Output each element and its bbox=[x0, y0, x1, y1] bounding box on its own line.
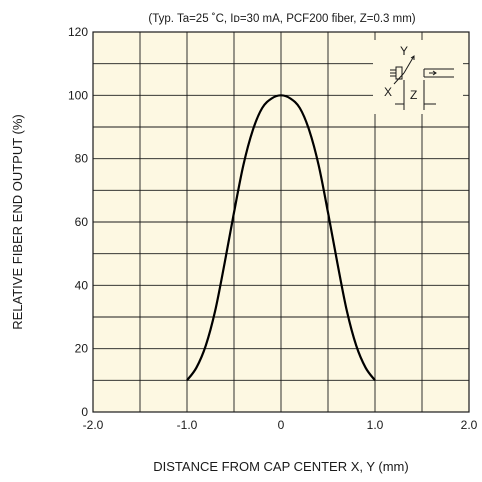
y-tick-label: 40 bbox=[75, 278, 89, 292]
measurement-setup-diagram: Y X Z bbox=[373, 40, 463, 114]
emitter-housing-icon bbox=[390, 66, 403, 80]
series-lines bbox=[186, 94, 376, 382]
output-curve bbox=[186, 94, 376, 382]
y-tick-label: 100 bbox=[68, 88, 88, 102]
fiber-icon bbox=[423, 68, 454, 78]
x-axis-label: DISTANCE FROM CAP CENTER X, Y (mm) bbox=[153, 459, 408, 474]
inset-label-x: X bbox=[384, 85, 392, 99]
x-tick-labels: -2.0 -1.0 0 1.0 2.0 bbox=[83, 418, 478, 432]
x-tick-label: -1.0 bbox=[177, 418, 198, 432]
grid bbox=[93, 32, 469, 412]
x-tick-label: 2.0 bbox=[461, 418, 478, 432]
y-tick-label: 120 bbox=[68, 25, 88, 39]
x-axis-arrow-icon bbox=[393, 72, 405, 85]
y-tick-label: 20 bbox=[75, 342, 89, 356]
z-dimension-icon bbox=[395, 80, 436, 110]
x-tick-label: 0 bbox=[278, 418, 285, 432]
y-axis-arrow-icon bbox=[403, 55, 415, 74]
plot-frame bbox=[92, 31, 470, 413]
chart-conditions: (Typ. Ta=25 ˚C, Iᴅ=30 mA, PCF200 fiber, … bbox=[148, 13, 415, 25]
inset-label-z: Z bbox=[410, 88, 417, 102]
inset-label-y: Y bbox=[400, 44, 408, 58]
y-tick-label: 60 bbox=[75, 215, 89, 229]
y-tick-label: 80 bbox=[75, 152, 89, 166]
y-tick-label: 0 bbox=[81, 405, 88, 419]
y-tick-labels: 0 20 40 60 80 100 120 bbox=[68, 25, 88, 419]
x-tick-label: -2.0 bbox=[83, 418, 104, 432]
y-axis-label: RELATIVE FIBER END OUTPUT (%) bbox=[10, 114, 25, 330]
x-tick-label: 1.0 bbox=[367, 418, 384, 432]
